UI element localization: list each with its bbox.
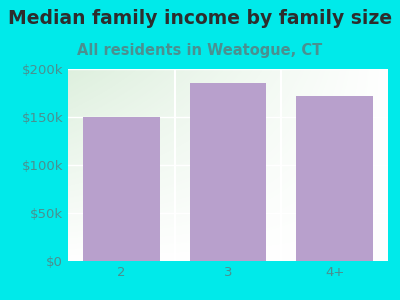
Bar bbox=[190, 83, 266, 261]
Text: Median family income by family size: Median family income by family size bbox=[8, 9, 392, 28]
Text: All residents in Weatogue, CT: All residents in Weatogue, CT bbox=[77, 44, 323, 59]
Bar bbox=[296, 96, 373, 261]
Bar bbox=[83, 117, 160, 261]
